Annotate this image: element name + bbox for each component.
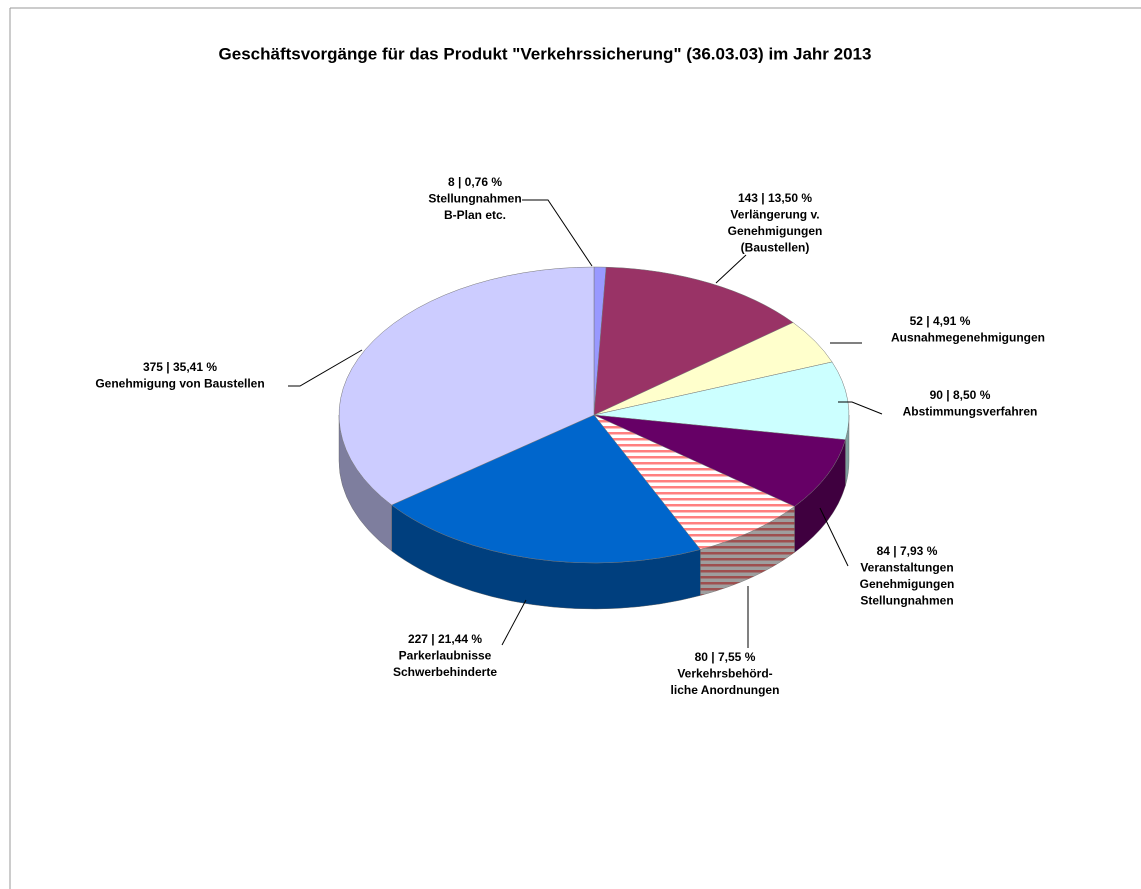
category-label: Genehmigung von Baustellen [95,377,264,391]
category-label: Schwerbehinderte [393,665,497,679]
category-label: Ausnahmegenehmigungen [891,331,1045,345]
slice [593,266,794,416]
data-label: 84 | 7,93 % [877,544,938,558]
leader-line [288,349,363,387]
data-label: 143 | 13,50 % [738,191,812,205]
category-label: Veranstaltungen [860,561,953,575]
data-label: 52 | 4,91 % [910,314,971,328]
slice [593,361,850,440]
category-label: Parkerlaubnisse [399,649,492,663]
category-label: Genehmigungen [728,224,823,238]
slice [593,414,846,507]
data-label: 8 | 0,76 % [448,175,502,189]
category-label: Genehmigungen [860,577,955,591]
leader-line [501,599,527,646]
slice [593,414,795,550]
data-label: 90 | 8,50 % [930,388,991,402]
category-label: Verlängerung v. [730,208,819,222]
data-label: 227 | 21,44 % [408,632,482,646]
category-label: B-Plan etc. [444,208,506,222]
category-label: (Baustellen) [741,241,810,255]
category-label: Verkehrsbehörd- [677,667,772,681]
slice [338,266,595,506]
category-label: Abstimmungsverfahren [903,405,1038,419]
leader-line [838,401,883,415]
leader-line [819,507,849,567]
category-label: Stellungnahmen [428,192,521,206]
data-label: 80 | 7,55 % [695,650,756,664]
chart-title: Geschäftsvorgänge für das Produkt "Verke… [219,44,872,63]
category-label: liche Anordnungen [671,683,780,697]
data-label: 375 | 35,41 % [143,360,217,374]
category-label: Stellungnahmen [860,594,953,608]
leader-line [715,254,747,284]
slice [391,414,701,564]
leader-line [522,199,593,267]
